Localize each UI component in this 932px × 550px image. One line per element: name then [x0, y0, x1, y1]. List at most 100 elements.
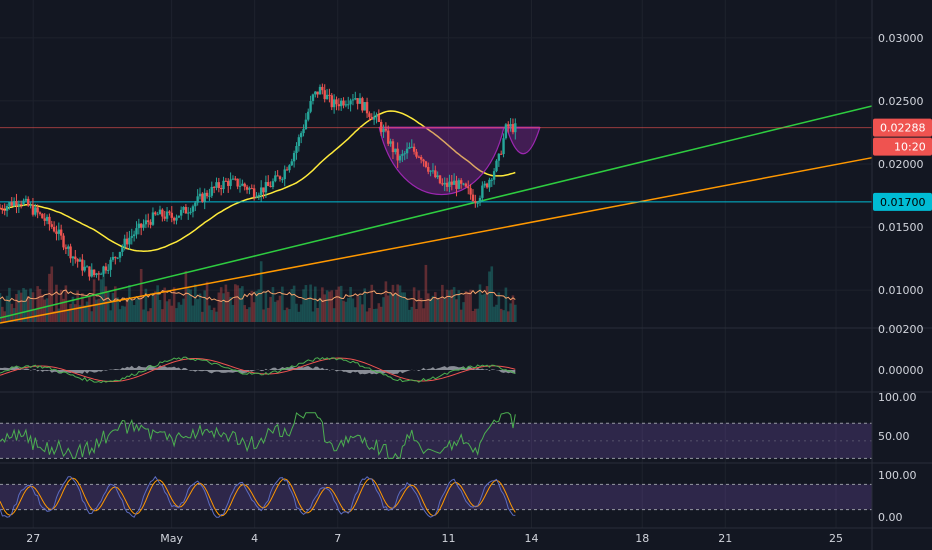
volume-bar: [438, 298, 442, 322]
candle-body: [198, 193, 202, 197]
candle-body: [245, 186, 249, 190]
volume-bar: [506, 311, 510, 322]
candle-body: [281, 179, 284, 181]
candle-body: [429, 170, 432, 172]
candle-body: [434, 170, 437, 178]
volume-bar: [332, 308, 336, 322]
candle-body: [203, 192, 206, 202]
volume-bar: [156, 285, 159, 322]
time-tick-label: 4: [251, 532, 258, 545]
volume-bar: [457, 290, 461, 322]
candle-body: [74, 256, 77, 260]
candle-body: [205, 192, 209, 197]
candle-body: [302, 129, 305, 134]
oscillator-tick-label: 0.00000: [878, 364, 924, 377]
candle-body: [41, 213, 44, 219]
candle-body: [114, 256, 117, 258]
volume-bar: [29, 288, 32, 322]
price-axis[interactable]: 0.03000 0.02500 0.02000 0.01500 0.01000 0.002…: [878, 32, 924, 524]
volume-bar: [149, 308, 152, 322]
volume-bar: [88, 294, 91, 322]
volume-bar: [163, 287, 167, 322]
trendline-orange: [0, 156, 873, 324]
candle-body: [85, 266, 89, 268]
volume-bar: [118, 309, 122, 322]
candle-body: [12, 201, 16, 206]
volume-bar: [466, 291, 470, 322]
candle-body: [387, 130, 390, 144]
volume-bar: [497, 292, 501, 322]
volume-bar: [123, 306, 127, 322]
volume-bar: [172, 287, 176, 322]
volume-bar: [304, 285, 308, 322]
volume-bar: [264, 291, 268, 322]
volume-bar: [226, 291, 230, 322]
volume-bar: [292, 285, 296, 322]
volume-bar: [375, 308, 378, 322]
volume-bar: [26, 296, 30, 322]
volume-bar: [269, 296, 272, 322]
volume-bar: [474, 308, 477, 322]
volume-bar: [314, 286, 317, 322]
candle-body: [19, 203, 23, 205]
candle-body: [38, 212, 42, 214]
countdown-tag: [873, 137, 932, 156]
trendlines[interactable]: [0, 105, 873, 324]
volume-bar: [231, 304, 235, 322]
candle-body: [271, 181, 275, 187]
volume-bar: [248, 307, 251, 322]
candle-body: [102, 266, 105, 274]
volume-bar: [5, 295, 9, 322]
candle-body: [483, 183, 486, 186]
volume-bar: [8, 287, 11, 322]
support-price-text: 0.01700: [880, 196, 926, 209]
candle-body: [194, 202, 197, 207]
volume-bar: [184, 270, 188, 322]
volume-bar: [66, 309, 70, 322]
volume-bar: [377, 303, 381, 322]
candle-body: [403, 153, 406, 155]
volume-bar: [52, 311, 56, 322]
time-tick-label: 7: [334, 532, 341, 545]
volume-bar: [262, 309, 265, 322]
candle-body: [321, 86, 324, 91]
volume-bar: [208, 305, 211, 322]
volume-bar: [85, 301, 89, 322]
candle-body: [457, 180, 461, 189]
candle-body: [285, 169, 289, 171]
candle-body: [290, 161, 293, 166]
volume-bar: [276, 300, 279, 322]
volume-bar: [351, 298, 355, 322]
volume-bar: [186, 288, 190, 322]
candle-body: [10, 202, 13, 206]
horizontal-levels[interactable]: [0, 127, 872, 203]
time-axis[interactable]: 27 May 4 7 11 14 18 21 25: [26, 532, 843, 545]
candle-body: [252, 188, 256, 198]
volume-bar: [205, 281, 209, 322]
volume-bar: [344, 301, 348, 322]
volume-bar: [73, 304, 77, 322]
volume-bar: [215, 311, 218, 322]
candle-body: [255, 196, 258, 198]
candle-body: [365, 102, 369, 114]
price-tick-label: 0.01500: [878, 221, 924, 234]
candle-body: [299, 133, 303, 138]
candle-body: [499, 153, 503, 155]
stoch-d-line: [0, 477, 516, 517]
time-tick-label: 14: [525, 532, 539, 545]
volume-bar: [306, 298, 310, 322]
candle-body: [121, 247, 124, 252]
volume-bar: [478, 284, 482, 322]
time-tick-label: 18: [635, 532, 649, 545]
volume-bar: [36, 286, 39, 322]
volume-bar: [102, 273, 105, 322]
candle-body: [168, 211, 171, 213]
candle-body: [210, 186, 213, 196]
stochastic-pane: [0, 475, 872, 518]
volume-bar: [245, 309, 249, 322]
candle-body: [356, 98, 359, 104]
volume-bar: [448, 290, 451, 322]
oscillator-tick-label: 50.00: [878, 430, 910, 443]
volume-bar: [144, 288, 148, 322]
